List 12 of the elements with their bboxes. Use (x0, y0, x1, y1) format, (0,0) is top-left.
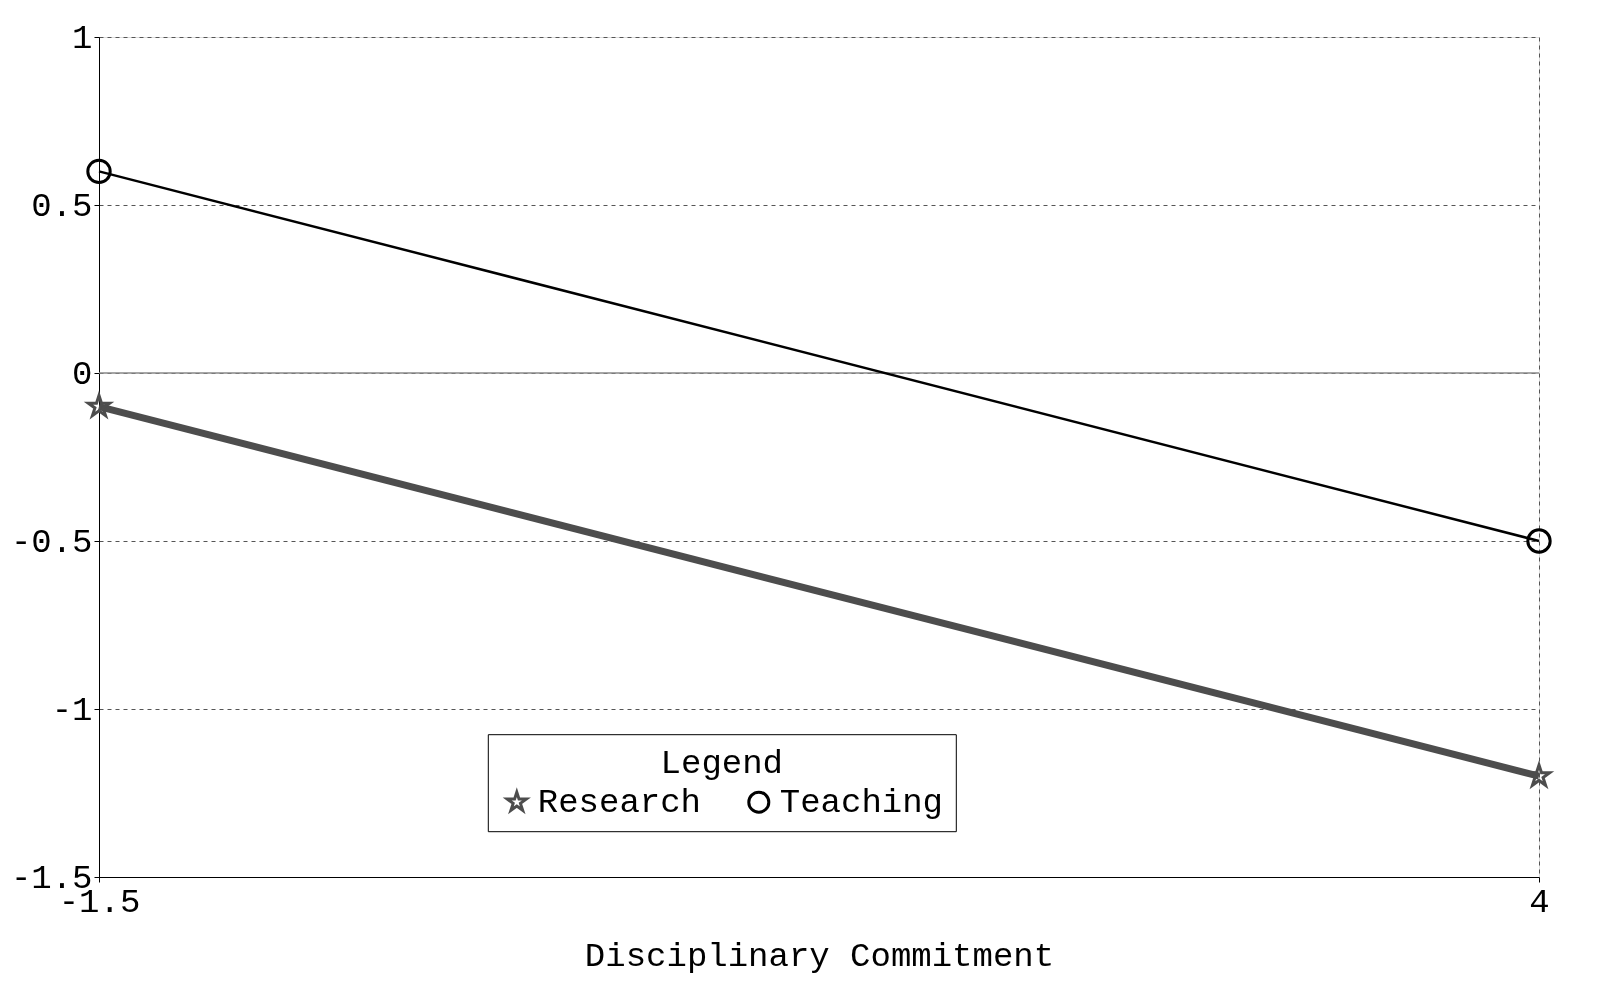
y-tick-label: -0.5 (10, 523, 93, 562)
y-tick-label: 0.5 (31, 187, 93, 226)
point (86, 158, 112, 185)
y-tick-label: -1 (51, 691, 93, 730)
y-tick-label: 1 (72, 19, 93, 58)
legend-label: Research (537, 784, 702, 823)
x-tick-label: 4 (1529, 883, 1550, 922)
point (1526, 528, 1552, 554)
legend-label: Teaching (779, 784, 944, 823)
x-axis-title: Disciplinary Commitment (584, 937, 1055, 976)
legend-title: Legend (660, 745, 784, 784)
y-tick-label: 0 (72, 355, 93, 394)
